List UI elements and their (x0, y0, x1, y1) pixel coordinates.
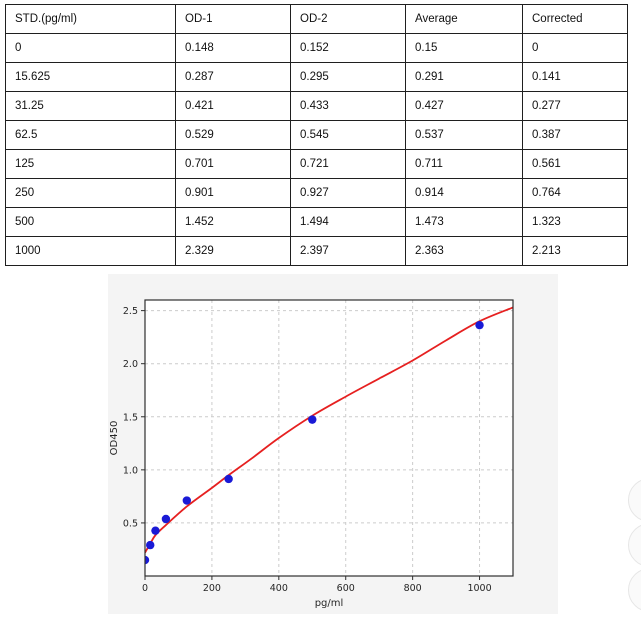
standard-curve-figure: 0 200 400 600 800 1000 0.5 1.0 1.5 2.0 2.5 pg/ml OD4… (108, 274, 558, 614)
table-cell: 0.764 (522, 178, 628, 208)
table-cell: 0.721 (290, 149, 406, 179)
table-header-cell: Corrected (522, 4, 628, 34)
table-row: 1000 2.329 2.397 2.363 2.213 (5, 236, 628, 266)
table-row: 0 0.148 0.152 0.15 0 (5, 33, 628, 63)
table-cell: 0.152 (290, 33, 406, 63)
table-cell: 0.427 (405, 91, 523, 121)
plot-border (144, 299, 514, 577)
table-cell: 62.5 (5, 120, 176, 150)
standard-curve-chart: 0 200 400 600 800 1000 0.5 1.0 1.5 2.0 2.5 pg/ml OD4… (109, 299, 514, 609)
table-row: 31.25 0.421 0.433 0.427 0.277 (5, 91, 628, 121)
table-row: 500 1.452 1.494 1.473 1.323 (5, 207, 628, 237)
table-cell: 0.561 (522, 149, 628, 179)
table-header-cell: OD-1 (175, 4, 291, 34)
table-cell: 0.295 (290, 62, 406, 92)
table-header-cell: Average (405, 4, 523, 34)
table-cell: 0.927 (290, 178, 406, 208)
decoration-circle (628, 523, 641, 567)
table-cell: 0.141 (522, 62, 628, 92)
table-cell: 0.287 (175, 62, 291, 92)
table-cell: 1.323 (522, 207, 628, 237)
table-cell: 0 (5, 33, 176, 63)
fitted-curve (145, 306, 513, 554)
data-point (161, 514, 171, 524)
table-row: 125 0.701 0.721 0.711 0.561 (5, 149, 628, 179)
table-cell: 1.473 (405, 207, 523, 237)
table-cell: 0.433 (290, 91, 406, 121)
x-tick-label: 1000 (467, 583, 491, 594)
data-point (224, 474, 233, 484)
decoration-circle (628, 478, 641, 522)
standards-table: STD.(pg/ml) OD-1 OD-2 Average Corrected 0 0.1… (5, 4, 628, 266)
table-row: 62.5 0.529 0.545 0.537 0.387 (5, 120, 628, 150)
data-point (182, 496, 192, 505)
table-row: 15.625 0.287 0.295 0.291 0.141 (5, 62, 628, 92)
table-cell: 0.545 (290, 120, 406, 150)
data-point (146, 540, 155, 550)
table-header-cell: OD-2 (290, 4, 406, 34)
table-cell: 0.529 (175, 120, 291, 150)
table-cell: 0.537 (405, 120, 523, 150)
table-cell: 1.494 (290, 207, 406, 237)
y-tick-label: 2.5 (123, 306, 138, 317)
table-cell: 0.277 (522, 91, 628, 121)
y-tick-label: 0.5 (123, 518, 138, 529)
table-cell: 0.387 (522, 120, 628, 150)
decoration-circle (628, 568, 641, 612)
y-tick-label: 2.0 (123, 359, 138, 370)
y-tick-label: 1.5 (123, 412, 138, 423)
data-point (151, 526, 160, 535)
data-point (475, 320, 484, 330)
table-cell: 0.701 (175, 149, 291, 179)
table-cell: 2.329 (175, 236, 291, 266)
table-cell: 0.15 (405, 33, 523, 63)
table-cell: 2.397 (290, 236, 406, 266)
x-tick-label: 800 (404, 583, 422, 594)
table-cell: 0.291 (405, 62, 523, 92)
x-tick-label: 600 (337, 583, 355, 594)
table-cell: 1000 (5, 236, 176, 266)
table-cell: 1.452 (175, 207, 291, 237)
table-cell: 0.711 (405, 149, 523, 179)
y-tick-label: 1.0 (123, 465, 138, 476)
table-cell: 2.213 (522, 236, 628, 266)
table-cell: 31.25 (5, 91, 176, 121)
table-cell: 500 (5, 207, 176, 237)
x-axis-label: pg/ml (315, 598, 344, 609)
table-row: 250 0.901 0.927 0.914 0.764 (5, 178, 628, 208)
table-cell: 0 (522, 33, 628, 63)
table-header-row: STD.(pg/ml) OD-1 OD-2 Average Corrected (5, 4, 628, 34)
table-cell: 0.901 (175, 178, 291, 208)
plot-area (145, 300, 513, 576)
y-axis-label: OD450 (109, 421, 120, 456)
x-tick-label: 0 (142, 583, 148, 594)
table-cell: 0.914 (405, 178, 523, 208)
data-point (145, 555, 150, 565)
x-tick-label: 200 (203, 583, 221, 594)
table-cell: 0.148 (175, 33, 291, 63)
table-cell: 2.363 (405, 236, 523, 266)
table-cell: 0.421 (175, 91, 291, 121)
table-cell: 125 (5, 149, 176, 179)
table-cell: 15.625 (5, 62, 176, 92)
data-point (308, 415, 317, 424)
table-cell: 250 (5, 178, 176, 208)
x-tick-label: 400 (270, 583, 288, 594)
table-header-cell: STD.(pg/ml) (5, 4, 176, 34)
